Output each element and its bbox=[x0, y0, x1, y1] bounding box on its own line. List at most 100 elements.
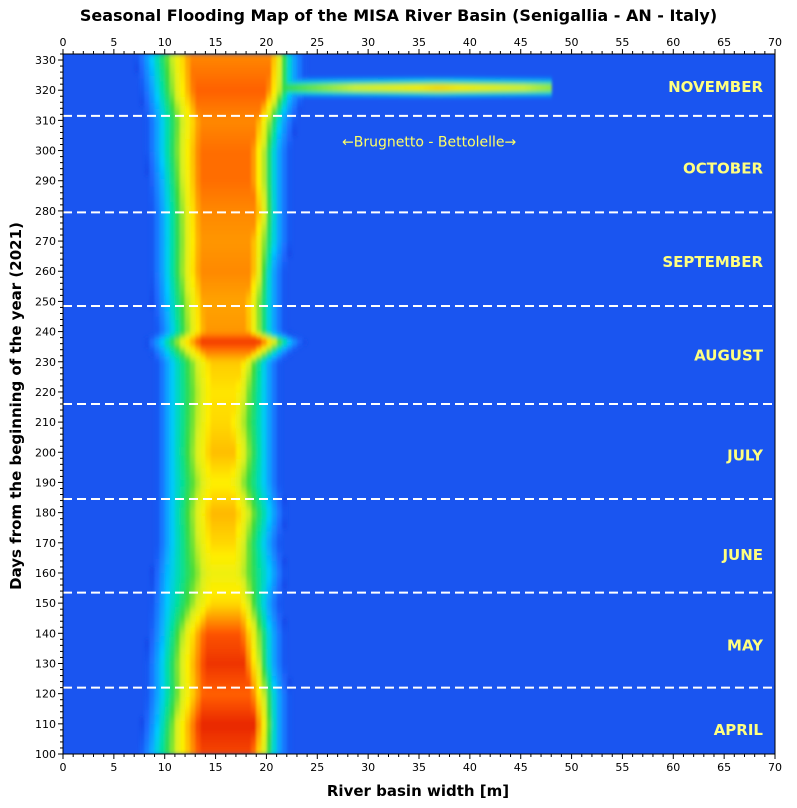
heatmap-cell bbox=[149, 198, 156, 203]
heatmap-cell bbox=[149, 714, 156, 719]
heatmap-cell bbox=[210, 216, 217, 221]
heatmap-cell bbox=[195, 207, 201, 212]
heatmap-cell bbox=[230, 609, 237, 613]
heatmap-cell bbox=[230, 425, 237, 429]
heatmap-cell bbox=[174, 645, 181, 649]
heatmap-cell bbox=[159, 684, 166, 689]
heatmap-cell bbox=[225, 328, 232, 333]
heatmap-cell bbox=[200, 669, 206, 674]
heatmap-cell bbox=[281, 645, 288, 649]
heatmap-cell bbox=[220, 241, 227, 245]
heatmap-cell bbox=[185, 355, 191, 360]
heatmap-cell bbox=[169, 286, 176, 290]
heatmap-cell bbox=[261, 678, 268, 683]
heatmap-cell bbox=[195, 413, 201, 417]
heatmap-cell bbox=[220, 340, 227, 345]
heatmap-cell bbox=[154, 669, 161, 674]
heatmap-cell bbox=[169, 241, 176, 245]
heatmap-cell bbox=[154, 373, 161, 378]
heatmap-cell bbox=[215, 750, 222, 754]
heatmap-cell bbox=[179, 600, 186, 604]
heatmap-cell bbox=[225, 575, 232, 580]
heatmap-cell bbox=[220, 551, 227, 556]
heatmap-cell bbox=[246, 473, 252, 478]
heatmap-cell bbox=[185, 304, 191, 309]
heatmap-cell bbox=[256, 355, 262, 360]
heatmap-cell bbox=[230, 280, 237, 284]
heatmap-cell bbox=[154, 361, 161, 366]
heatmap-cell bbox=[195, 337, 201, 342]
heatmap-cell bbox=[251, 711, 257, 716]
heatmap-cell bbox=[205, 627, 212, 631]
heatmap-cell bbox=[200, 633, 206, 637]
heatmap-cell bbox=[169, 391, 176, 396]
heatmap-cell bbox=[235, 410, 242, 414]
heatmap-cell bbox=[164, 618, 171, 622]
heatmap-cell bbox=[195, 708, 201, 713]
heatmap-cell bbox=[261, 467, 268, 471]
heatmap-cell bbox=[281, 560, 288, 565]
heatmap-cell bbox=[246, 717, 252, 722]
heatmap-cell bbox=[169, 292, 176, 296]
heatmap-cell bbox=[200, 274, 206, 278]
heatmap-cell bbox=[185, 373, 191, 378]
heatmap-cell bbox=[174, 449, 181, 453]
heatmap-cell bbox=[230, 588, 237, 592]
heatmap-cell bbox=[225, 624, 232, 628]
heatmap-cell bbox=[190, 554, 196, 559]
heatmap-cell bbox=[235, 488, 242, 493]
heatmap-cell bbox=[144, 337, 151, 342]
heatmap-cell bbox=[185, 663, 191, 668]
heatmap-cell bbox=[251, 744, 257, 749]
heatmap-cell bbox=[281, 337, 288, 342]
heatmap-cell bbox=[256, 204, 262, 209]
heatmap-cell bbox=[169, 301, 176, 306]
heatmap-cell bbox=[215, 729, 222, 734]
heatmap-cell bbox=[164, 696, 171, 701]
heatmap-cell bbox=[266, 446, 273, 450]
heatmap-cell bbox=[235, 416, 242, 420]
heatmap-cell bbox=[205, 729, 212, 734]
heatmap-cell bbox=[276, 741, 283, 746]
heatmap-cell bbox=[256, 407, 262, 411]
heatmap-cell bbox=[230, 437, 237, 441]
heatmap-cell bbox=[266, 379, 273, 384]
heatmap-cell bbox=[164, 621, 171, 625]
heatmap-cell bbox=[251, 413, 257, 417]
heatmap-cell bbox=[235, 657, 242, 662]
heatmap-cell bbox=[256, 216, 262, 221]
heatmap-cell bbox=[256, 479, 262, 484]
heatmap-cell bbox=[241, 265, 247, 269]
heatmap-cell bbox=[174, 385, 181, 390]
heatmap-cell bbox=[144, 690, 151, 695]
heatmap-cell bbox=[205, 530, 212, 535]
heatmap-cell bbox=[159, 413, 166, 417]
heatmap-cell bbox=[179, 648, 186, 653]
heatmap-cell bbox=[169, 440, 176, 444]
heatmap-cell bbox=[179, 747, 186, 752]
heatmap-cell bbox=[215, 533, 222, 538]
heatmap-cell bbox=[190, 663, 196, 668]
heatmap-cell bbox=[220, 419, 227, 423]
heatmap-cell bbox=[200, 425, 206, 429]
heatmap-cell bbox=[215, 509, 222, 514]
heatmap-cell bbox=[251, 232, 257, 236]
heatmap-cell bbox=[210, 391, 217, 396]
heatmap-cell bbox=[154, 189, 161, 194]
heatmap-cell bbox=[256, 636, 262, 640]
heatmap-cell bbox=[169, 696, 176, 701]
heatmap-cell bbox=[210, 416, 217, 420]
heatmap-cell bbox=[246, 594, 252, 598]
heatmap-cell bbox=[251, 455, 257, 459]
heatmap-cell bbox=[169, 702, 176, 707]
heatmap-cell bbox=[190, 259, 196, 263]
heatmap-cell bbox=[174, 488, 181, 493]
heatmap-cell bbox=[185, 400, 191, 405]
heatmap-cell bbox=[256, 723, 262, 728]
heatmap-cell bbox=[251, 582, 257, 586]
heatmap-cell bbox=[164, 307, 171, 312]
heatmap-cell bbox=[149, 582, 156, 586]
heatmap-cell bbox=[220, 582, 227, 586]
heatmap-cell bbox=[210, 253, 217, 257]
heatmap-cell bbox=[281, 268, 288, 272]
